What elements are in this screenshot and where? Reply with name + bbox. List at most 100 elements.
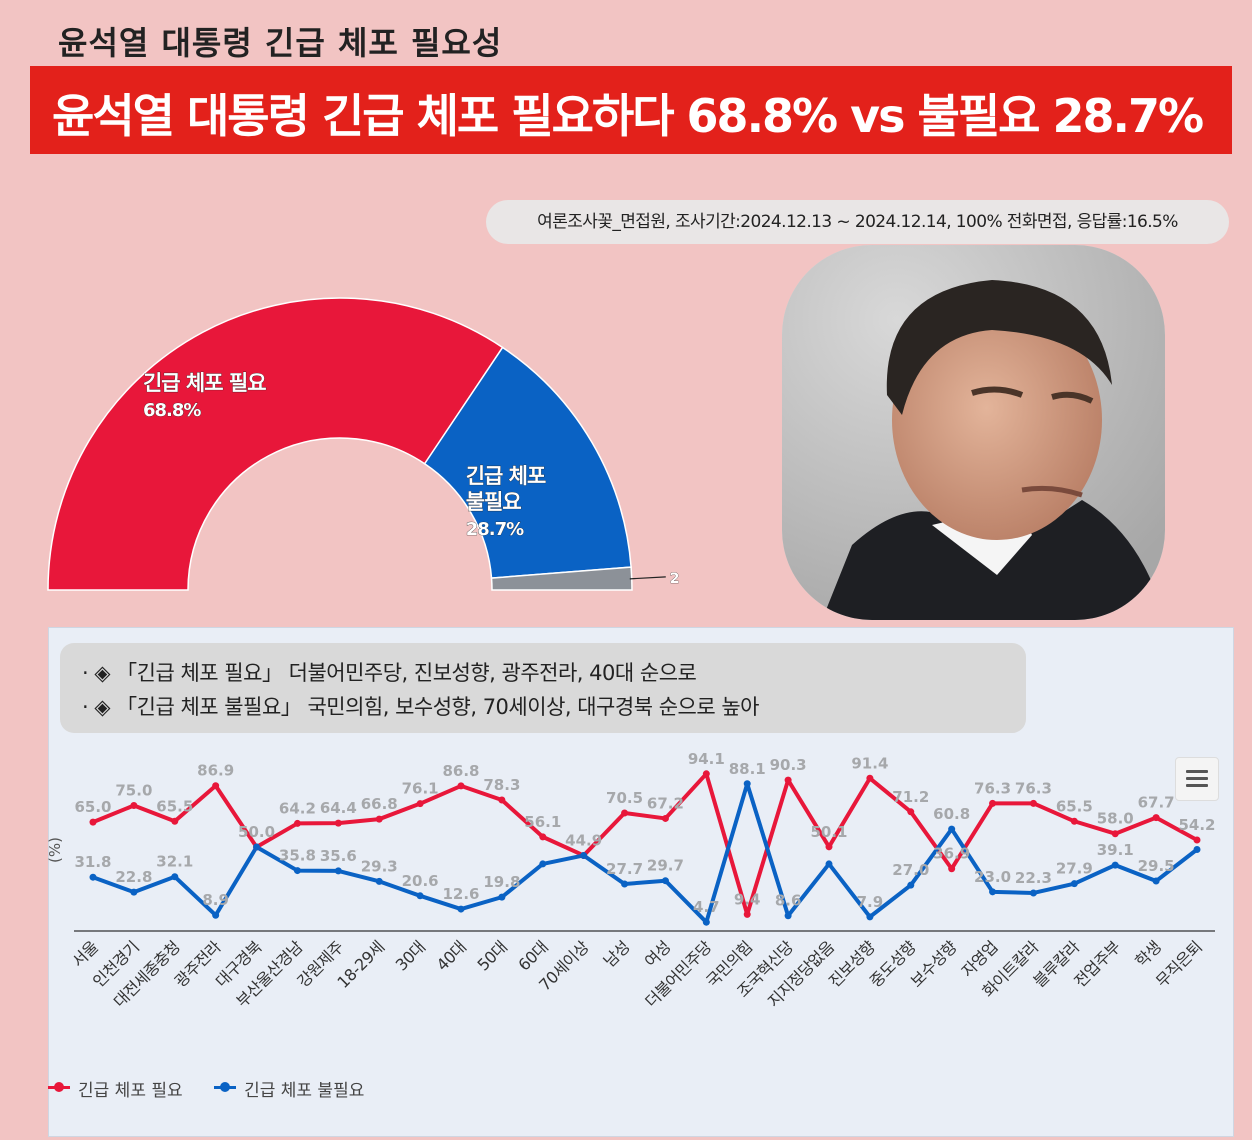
- data-label-noneed: 8.6: [775, 892, 802, 910]
- gauge-slice: [423, 346, 632, 579]
- data-label-noneed: 32.1: [156, 853, 193, 871]
- data-label-need: 86.8: [442, 762, 479, 780]
- chart-menu-button[interactable]: [1175, 757, 1219, 801]
- chart-legend: 긴급 체포 필요 긴급 체포 불필요: [48, 1076, 390, 1101]
- data-label-need: 65.5: [156, 797, 193, 815]
- summary-line-2: · ◈ 「긴급 체포 불필요」 국민의힘, 보수성향, 70세이상, 대구경북 …: [82, 695, 759, 719]
- data-point-noneed: [825, 860, 833, 868]
- data-label-need: 70.5: [606, 789, 643, 807]
- data-label-noneed: 27.9: [1056, 860, 1093, 878]
- data-point-noneed: [1029, 889, 1037, 897]
- x-tick-label: 남성: [600, 937, 634, 971]
- data-label-need: 76.3: [974, 779, 1011, 797]
- data-point-need: [661, 814, 669, 822]
- data-point-noneed: [1111, 861, 1119, 869]
- data-point-need: [1152, 814, 1160, 822]
- data-label-noneed: 88.1: [729, 760, 766, 778]
- data-point-noneed: [743, 780, 751, 788]
- data-point-need: [1193, 836, 1201, 844]
- data-label-need: 94.1: [688, 750, 725, 768]
- data-label-need: 64.2: [279, 799, 316, 817]
- data-point-need: [866, 774, 874, 782]
- data-label-need: 86.9: [197, 762, 234, 780]
- gauge-slice-label: 68.8%: [143, 400, 201, 421]
- data-point-need: [907, 808, 915, 816]
- data-label-need: 78.3: [483, 776, 520, 794]
- data-label-need: 9.4: [734, 890, 761, 908]
- data-point-need: [825, 843, 833, 851]
- data-point-need: [334, 819, 342, 827]
- data-point-noneed: [498, 893, 506, 901]
- gauge-slice-label: 긴급 체포 필요: [143, 371, 266, 395]
- data-point-noneed: [1070, 880, 1078, 888]
- series-line-noneed: [91, 781, 1199, 925]
- data-point-need: [702, 770, 710, 778]
- data-point-need: [539, 833, 547, 841]
- legend-item-noneed[interactable]: 긴급 체포 불필요: [214, 1076, 364, 1101]
- data-label-noneed: 39.1: [1097, 841, 1134, 859]
- data-point-need: [743, 910, 751, 918]
- x-tick-label: 전업주부: [1070, 937, 1124, 991]
- data-point-need: [1070, 817, 1078, 825]
- data-label-noneed: 35.6: [320, 847, 357, 865]
- portrait-photo: [782, 245, 1165, 620]
- data-point-need: [1111, 830, 1119, 838]
- data-point-need: [171, 817, 179, 825]
- data-label-need: 90.3: [770, 756, 807, 774]
- data-label-noneed: 29.5: [1138, 857, 1175, 875]
- data-point-need: [293, 819, 301, 827]
- y-axis-label: (%): [46, 837, 64, 863]
- legend-item-need[interactable]: 긴급 체포 필요: [48, 1076, 183, 1101]
- data-label-noneed: 22.3: [1015, 869, 1052, 887]
- data-label-noneed: 8.9: [202, 891, 229, 909]
- data-label-need: 65.0: [74, 798, 111, 816]
- headline-text: 윤석열 대통령 긴급 체포 필요하다 68.8% vs 불필요 28.7%: [52, 89, 1204, 143]
- data-label-noneed: 27.7: [606, 860, 643, 878]
- x-tick-label: 학생: [1131, 937, 1165, 971]
- data-label-noneed: 35.8: [279, 847, 316, 865]
- gauge-slice-label: 긴급 체포: [466, 464, 546, 488]
- data-point-noneed: [89, 873, 97, 881]
- gauge-slice-label: 28.7%: [466, 519, 524, 540]
- data-point-noneed: [253, 843, 261, 851]
- menu-icon-bar: [1186, 784, 1208, 787]
- data-label-need: 76.1: [402, 780, 439, 798]
- data-label-noneed: 4.7: [693, 898, 720, 916]
- data-label-need: 50.0: [238, 823, 275, 841]
- legend-label-need: 긴급 체포 필요: [78, 1081, 183, 1101]
- data-point-noneed: [989, 888, 997, 896]
- data-point-noneed: [702, 918, 710, 926]
- data-point-noneed: [293, 867, 301, 875]
- data-label-noneed: 29.3: [361, 857, 398, 875]
- data-label-need: 91.4: [851, 754, 888, 772]
- data-point-noneed: [1193, 845, 1201, 853]
- legend-swatch-need: [48, 1082, 70, 1092]
- data-label-need: 36.9: [933, 845, 970, 863]
- data-point-need: [212, 782, 220, 790]
- data-label-noneed: 20.6: [402, 872, 439, 890]
- x-tick-label: 40대: [433, 937, 470, 974]
- data-point-noneed: [334, 867, 342, 875]
- data-point-need: [784, 776, 792, 784]
- data-label-noneed: 27.0: [892, 861, 929, 879]
- data-label-need: 66.8: [361, 795, 398, 813]
- data-point-noneed: [212, 911, 220, 919]
- data-point-noneed: [1152, 877, 1160, 885]
- x-tick-label: 보수성향: [907, 937, 961, 991]
- menu-icon: [1186, 770, 1208, 773]
- summary-box: · ◈ 「긴급 체포 필요」 더불어민주당, 진보성향, 광주전라, 40대 순…: [60, 643, 1026, 733]
- data-label-noneed: 23.0: [974, 868, 1011, 886]
- data-point-noneed: [866, 913, 874, 921]
- data-point-noneed: [621, 880, 629, 888]
- gauge-slice: [47, 297, 504, 591]
- x-tick-label: 50대: [474, 937, 511, 974]
- data-point-need: [1029, 799, 1037, 807]
- x-tick-label: 30대: [392, 937, 429, 974]
- series-line-need: [91, 771, 1199, 917]
- data-point-noneed: [661, 877, 669, 885]
- data-point-need: [621, 809, 629, 817]
- data-label-need: 44.9: [565, 831, 602, 849]
- data-label-need: 64.4: [320, 799, 357, 817]
- data-point-noneed: [948, 825, 956, 833]
- data-point-need: [89, 818, 97, 826]
